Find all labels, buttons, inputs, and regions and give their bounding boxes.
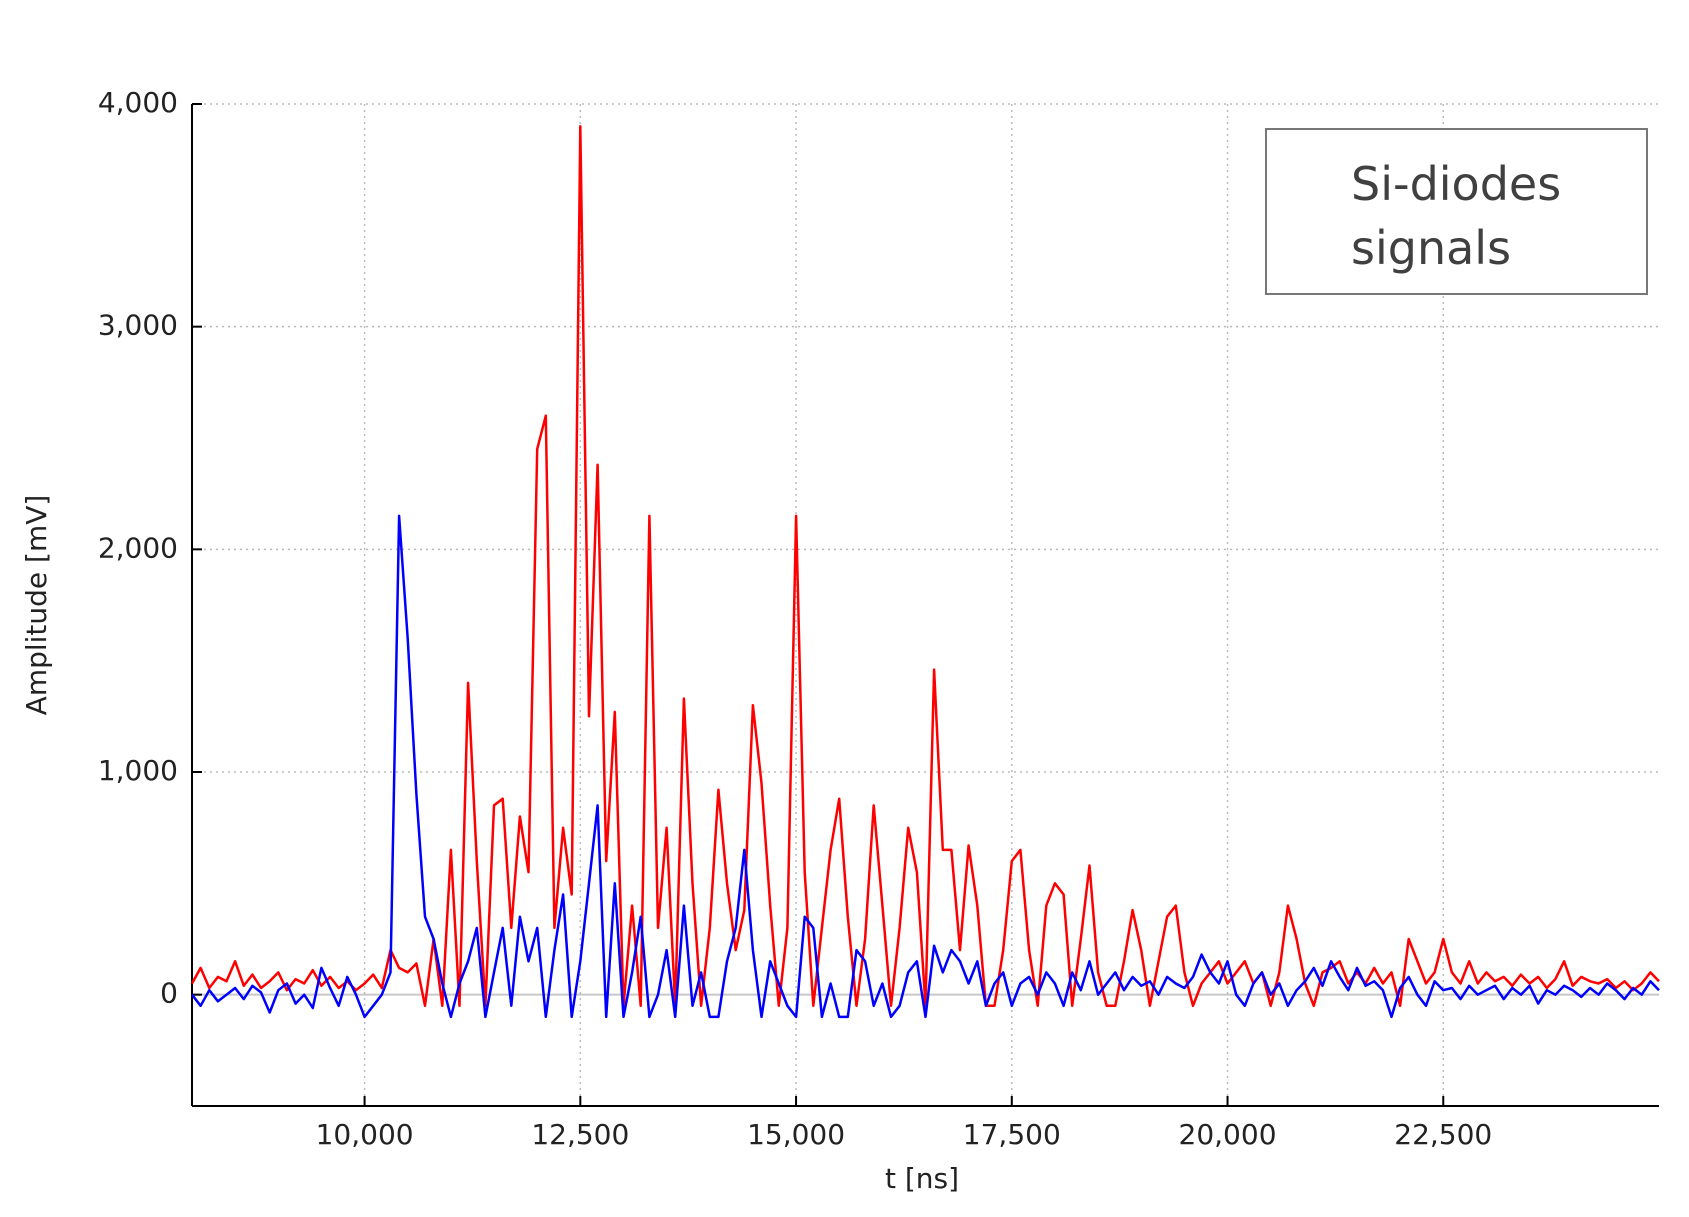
annotation-box: Si-diodes signals xyxy=(1265,128,1648,295)
x-tick-label: 15,000 xyxy=(747,1118,845,1151)
x-tick-label: 22,500 xyxy=(1394,1118,1492,1151)
y-tick-label: 1,000 xyxy=(98,754,178,787)
x-tick-label: 17,500 xyxy=(963,1118,1061,1151)
y-tick-label: 3,000 xyxy=(98,309,178,342)
y-axis-label: Amplitude [mV] xyxy=(20,495,53,716)
y-tick-label: 4,000 xyxy=(98,86,178,119)
x-tick-label: 20,000 xyxy=(1179,1118,1277,1151)
y-tick-label: 2,000 xyxy=(98,531,178,564)
x-tick-label: 10,000 xyxy=(316,1118,414,1151)
y-tick-label: 0 xyxy=(160,977,178,1010)
x-axis-label: t [ns] xyxy=(885,1162,959,1195)
annotation: Si-diodes signals xyxy=(1351,157,1562,275)
x-tick-label: 12,500 xyxy=(531,1118,629,1151)
signal-line xyxy=(191,514,1660,1019)
signal-line xyxy=(190,125,1660,1008)
